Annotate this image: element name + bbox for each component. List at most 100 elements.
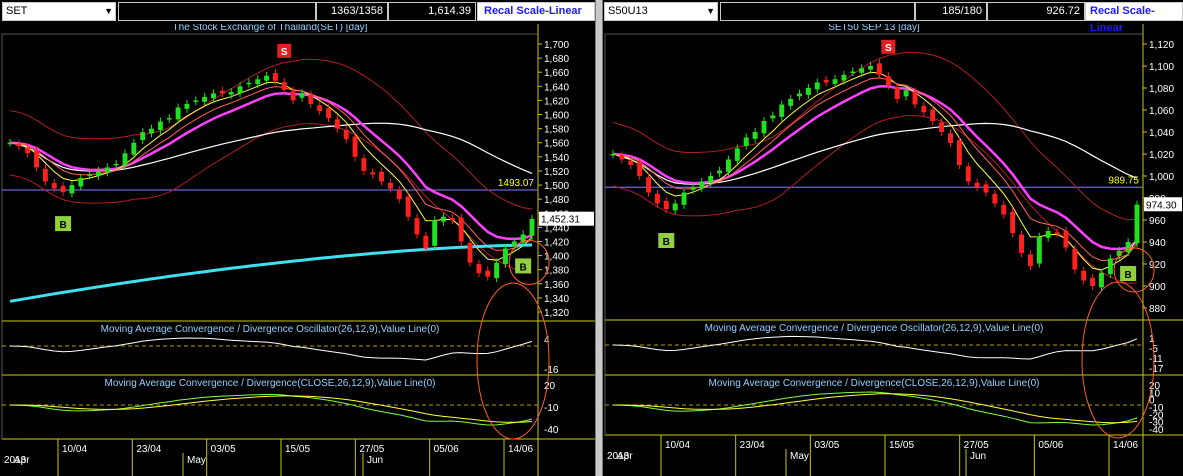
date-tick-label: 14/06: [508, 444, 533, 455]
date-tick-label: 27/05: [359, 444, 384, 455]
dropdown-arrow-icon[interactable]: ▼: [104, 6, 113, 16]
right-symbol-select[interactable]: S50U13 ▼: [604, 2, 718, 21]
price-tick-label: 1,380: [544, 266, 569, 277]
year-label: 2013: [4, 455, 27, 466]
candle-body: [637, 162, 643, 176]
dropdown-arrow-icon[interactable]: ▼: [706, 6, 715, 16]
upper-band-line: [612, 51, 1138, 221]
candle-body: [761, 121, 767, 134]
left-chart-panel: SET ▼ 1363/1358 1,614.39 Recal Scale-Lin…: [0, 0, 595, 476]
buy-signal-marker: [1120, 266, 1137, 281]
price-tick-label: 1,620: [544, 96, 569, 107]
candle-body: [912, 91, 918, 105]
candle-body: [654, 193, 660, 204]
candle-body: [1134, 204, 1140, 244]
left-recal-scale-button[interactable]: Recal Scale-Linear: [477, 2, 595, 21]
buy-signal-label: B: [1125, 270, 1132, 281]
candle-body: [78, 178, 84, 187]
candle-body: [841, 74, 847, 81]
macd-title: Moving Average Convergence / Divergence(…: [709, 378, 1040, 389]
first-month-label: Apr: [14, 455, 30, 466]
candle-body: [458, 217, 464, 242]
candle-body: [511, 241, 517, 246]
current-price-box: [1144, 197, 1182, 212]
buy-signal-marker: [515, 258, 532, 274]
candle-body: [51, 182, 57, 189]
candle-body: [494, 262, 500, 279]
price-tick-label: 1,120: [1149, 40, 1174, 51]
candle-body: [797, 93, 802, 97]
candle-body: [1010, 211, 1016, 234]
osc-tick-label: 4: [544, 335, 550, 346]
price-tick-label: 1,680: [544, 54, 569, 65]
candle-body: [449, 218, 455, 221]
right-symbol-value: S50U13: [608, 5, 648, 17]
left-symbol-select[interactable]: SET ▼: [2, 2, 116, 21]
indicator-annotation-ellipse: [476, 282, 550, 440]
candle-body: [859, 68, 865, 73]
price-tick-label: 1,040: [1149, 128, 1174, 139]
candle-body: [1081, 270, 1087, 281]
buy-signal-label: B: [663, 237, 670, 248]
candle-body: [921, 105, 927, 113]
right-chart-canvas[interactable]: SET50 SEP 13 [day] 1,120 1,100 1,080 1,060 1,…: [603, 24, 1183, 476]
price-tick-label: 1,660: [544, 68, 569, 79]
candle-body: [1027, 254, 1033, 267]
candle-body: [690, 187, 696, 190]
price-tick-label: 1,420: [544, 237, 569, 248]
candle-body: [646, 177, 651, 193]
right-recal-scale-button[interactable]: Recal Scale-Linear: [1085, 2, 1183, 34]
price-tick-label: 1,000: [1149, 172, 1174, 183]
annotation-circle: [1113, 247, 1155, 293]
candle-body: [681, 192, 687, 205]
candle-body: [326, 108, 331, 119]
left-chart-canvas[interactable]: The Stock Exchange of Thailand(SET) [day…: [0, 24, 595, 476]
left-blank-field: [118, 2, 316, 21]
sell-signal-marker: [881, 39, 896, 54]
macd-line: [612, 391, 1138, 426]
candle-body: [193, 100, 199, 102]
macd-tick-label: 20: [544, 381, 556, 392]
price-tick-label: 1,080: [1149, 84, 1174, 95]
candle-body: [832, 79, 838, 84]
candle-body: [876, 63, 882, 75]
date-tick-label: 10/04: [665, 440, 690, 451]
candle-body: [361, 158, 367, 171]
panel-splitter[interactable]: [595, 0, 603, 476]
price-tick-label: 1,640: [544, 82, 569, 93]
chart-title: The Stock Exchange of Thailand(SET) [day…: [173, 24, 368, 33]
candle-body: [610, 154, 616, 156]
left-symbol-value: SET: [6, 5, 28, 17]
candle-body: [529, 218, 535, 236]
macd-signal-line: [10, 395, 533, 423]
indicator-annotation-ellipse: [1081, 281, 1155, 439]
candle-body: [734, 148, 740, 161]
price-tick-label: 1,400: [544, 252, 569, 263]
right-value-b: 926.72: [987, 2, 1085, 21]
candle-body: [441, 216, 446, 222]
candle-body: [663, 200, 669, 209]
candle-body: [619, 155, 625, 160]
candle-body: [903, 90, 909, 97]
candle-body: [965, 166, 971, 182]
candle-body: [290, 91, 296, 101]
price-tick-label: 1,500: [544, 181, 569, 192]
macd-line: [9, 393, 533, 426]
candle-body: [246, 82, 252, 85]
candle-body: [868, 66, 874, 70]
candle-body: [779, 104, 785, 117]
candle-body: [894, 87, 900, 99]
candle-body: [157, 121, 163, 130]
candle-body: [60, 185, 66, 193]
candle-body: [467, 242, 473, 263]
candle-body: [228, 91, 234, 95]
current-price-box: [539, 211, 594, 226]
macd-title: Moving Average Convergence / Divergence(…: [105, 378, 436, 389]
annotation-circle: [508, 239, 550, 285]
candle-body: [708, 176, 714, 183]
current-price-label: 1,452.31: [541, 215, 580, 226]
left-value-a: 1363/1358: [316, 2, 388, 21]
osc-title: Moving Average Convergence / Divergence …: [101, 324, 440, 335]
macd-tick-label: 10: [1149, 388, 1161, 399]
candle-body: [405, 196, 411, 217]
